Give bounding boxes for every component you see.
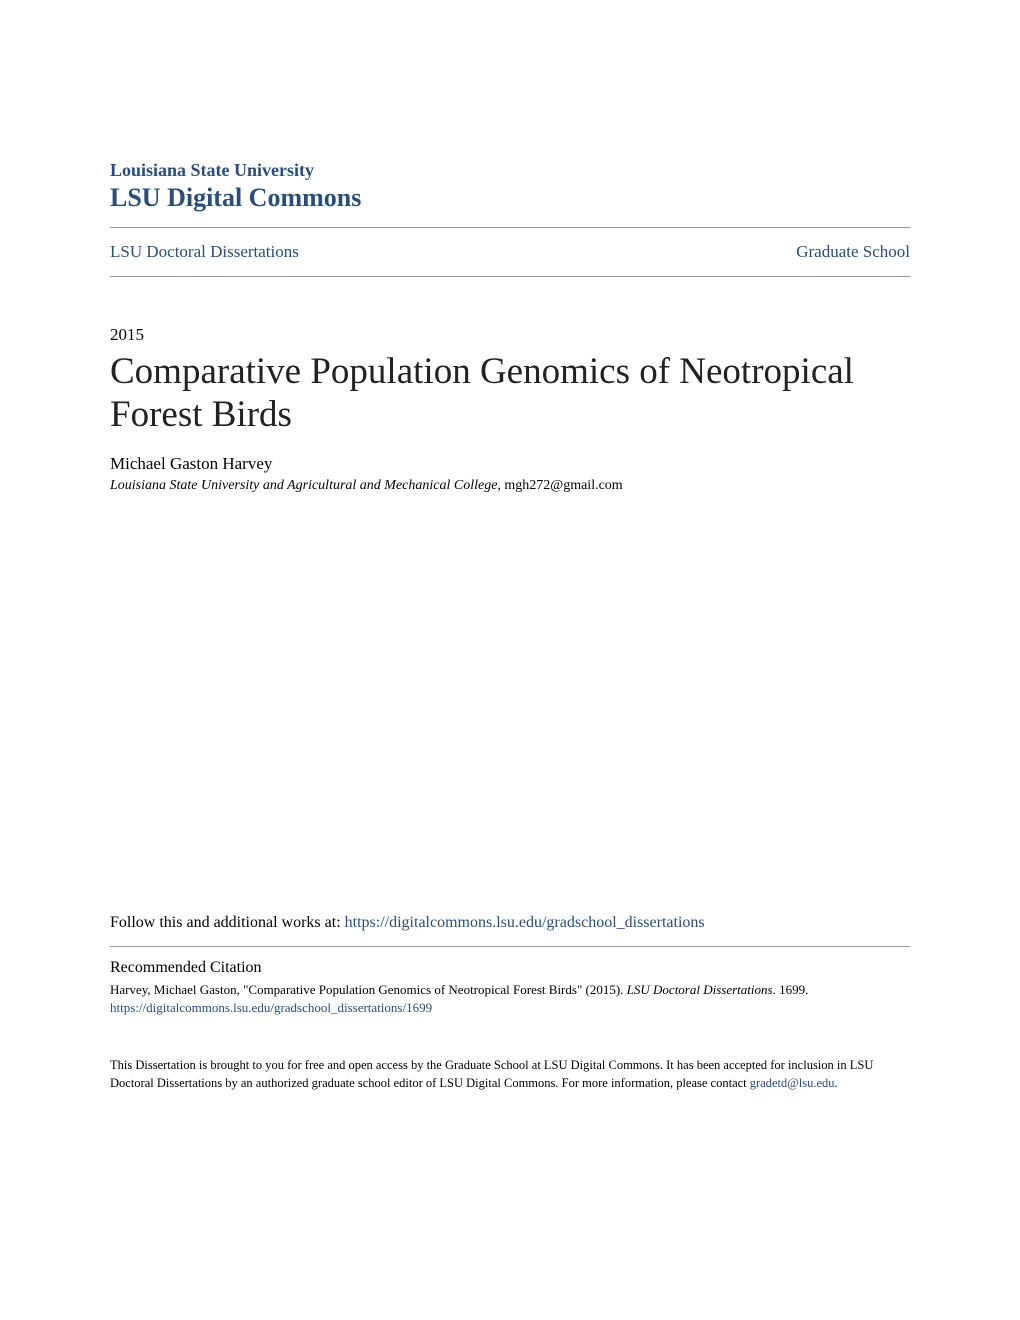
follow-prefix: Follow this and additional works at: [110,914,345,931]
author-email: , mgh272@gmail.com [497,478,622,493]
footer-suffix: . [835,1076,838,1090]
follow-line: Follow this and additional works at: htt… [110,914,910,932]
school-link[interactable]: Graduate School [796,242,910,262]
institution-name: Louisiana State University [110,160,910,181]
author-name: Michael Gaston Harvey [110,454,910,474]
collection-link[interactable]: LSU Doctoral Dissertations [110,242,299,262]
follow-url-link[interactable]: https://digitalcommons.lsu.edu/gradschoo… [345,914,705,931]
divider-nav [110,276,910,277]
repository-name: LSU Digital Commons [110,183,910,213]
citation-text: Harvey, Michael Gaston, "Comparative Pop… [110,981,910,1017]
footer-email-link[interactable]: gradetd@lsu.edu [750,1076,835,1090]
citation-series: LSU Doctoral Dissertations [627,982,773,997]
footer-note: This Dissertation is brought to you for … [110,1057,910,1092]
affiliation-institution: Louisiana State University and Agricultu… [110,478,497,493]
nav-row: LSU Doctoral Dissertations Graduate Scho… [110,228,910,276]
citation-part2: . 1699. [773,982,809,997]
document-title: Comparative Population Genomics of Neotr… [110,351,910,436]
citation-part1: Harvey, Michael Gaston, "Comparative Pop… [110,982,627,997]
citation-heading: Recommended Citation [110,959,910,977]
publication-year: 2015 [110,325,910,345]
divider-follow [110,946,910,947]
citation-url-link[interactable]: https://digitalcommons.lsu.edu/gradschoo… [110,1000,432,1015]
author-affiliation: Louisiana State University and Agricultu… [110,478,910,494]
spacer [110,494,910,914]
